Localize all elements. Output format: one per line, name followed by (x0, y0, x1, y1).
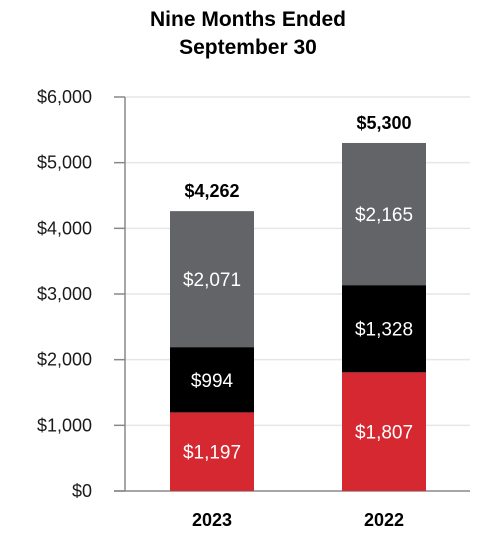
bar-segment (170, 412, 254, 491)
segment-value-label: $1,328 (355, 320, 413, 341)
segment-value-label: $1,197 (183, 443, 241, 464)
segment-value-label: $994 (191, 371, 234, 392)
bar-segment (170, 211, 254, 348)
segment-value-label: $2,165 (355, 205, 413, 226)
bar-total-label: $5,300 (356, 113, 411, 133)
x-category-label: 2022 (364, 510, 404, 530)
bars (170, 142, 426, 491)
labels: $1,197 $994 $2,071 $4,262 2023 $1,807 $1,328 $2… (183, 113, 413, 530)
y-axis: $0 $1,000 $2,000 $3,000 $4,000 $5,000 $6,000 (37, 87, 470, 501)
segment-value-label: $1,807 (355, 423, 413, 444)
y-tick-label: $6,000 (37, 87, 92, 107)
y-tick-label: $0 (72, 481, 92, 501)
y-tick-label: $1,000 (37, 415, 92, 435)
bar-segment (170, 347, 254, 413)
bar-segment (342, 372, 426, 491)
bar-segment (342, 142, 426, 286)
chart-title-line-2: September 30 (179, 36, 317, 59)
bar-segment (342, 285, 426, 373)
chart-title-line-1: Nine Months Ended (150, 8, 346, 31)
segment-value-label: $2,071 (183, 270, 241, 291)
bar-total-label: $4,262 (184, 181, 239, 201)
y-tick-label: $5,000 (37, 153, 92, 173)
y-tick-label: $2,000 (37, 350, 92, 370)
y-tick-label: $3,000 (37, 284, 92, 304)
x-category-label: 2023 (192, 510, 232, 530)
y-tick-label: $4,000 (37, 218, 92, 238)
